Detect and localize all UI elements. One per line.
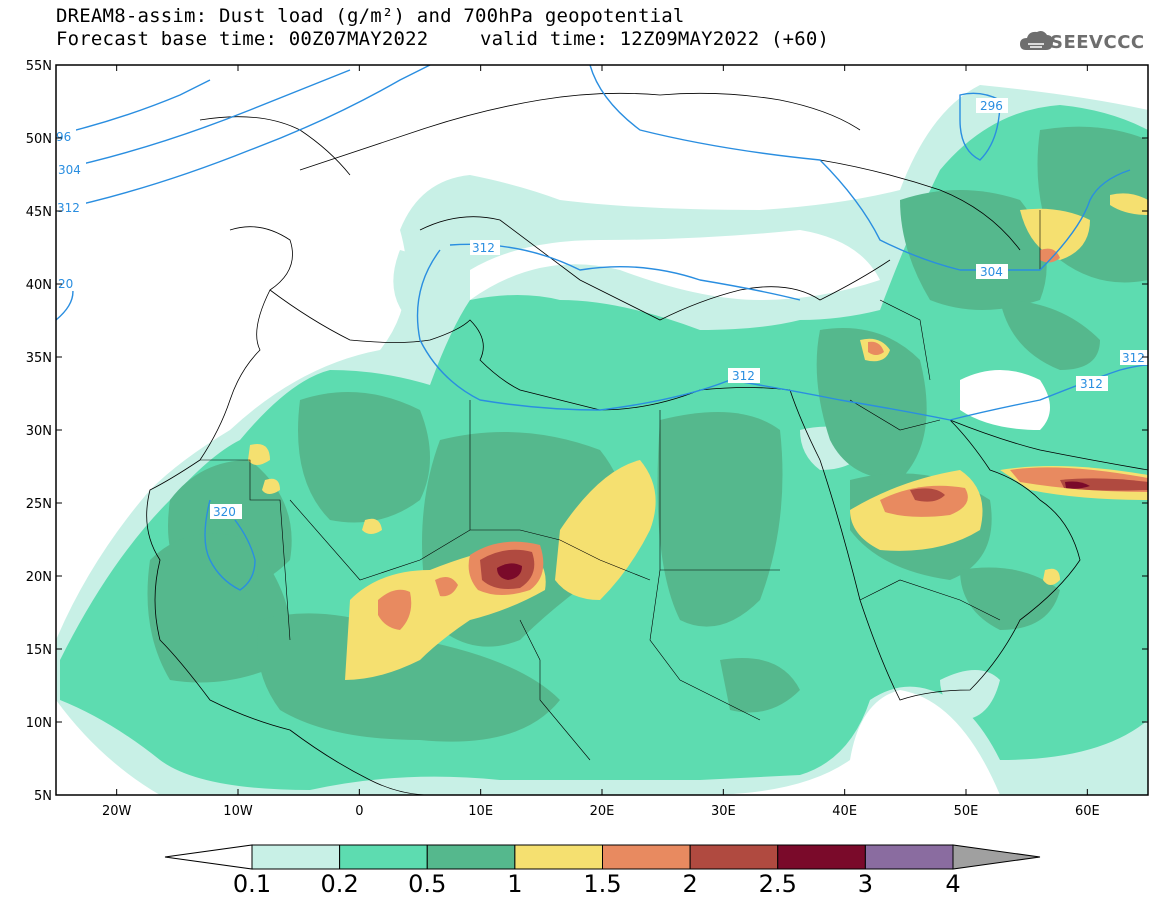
lat-label: 35N [26,351,52,366]
lon-label: 10E [468,804,493,819]
lon-label: 40E [832,804,857,819]
country-borders [200,210,1041,761]
forecast-base-time: Forecast base time: 00Z07MAY2022 [56,28,429,50]
axis-ticks [56,64,1148,796]
contour-label-312-italy: 312 [472,241,495,255]
contour-labels: 296 96 304 312 20 312 304 312 312 312 32… [56,98,1148,519]
cloud-icon [1020,31,1053,50]
colorbar-box [514,844,603,870]
lat-label: 25N [26,497,52,512]
contour-label-320: 320 [213,505,236,519]
colorbar-box [339,844,428,870]
contour-label-96: 96 [56,130,71,144]
lon-label: 30E [711,804,736,819]
lon-label: 60E [1075,804,1100,819]
colorbar-tick-label: 1.5 [583,870,622,898]
lat-label: 30N [26,424,52,439]
longitude-labels: 20W 10W 0 10E 20E 30E 40E 50E 60E [102,804,1100,819]
valid-time: valid time: 12Z09MAY2022 (+60) [480,28,830,50]
lat-label: 45N [26,205,52,220]
geopotential-contours [56,65,1148,591]
lat-label: 55N [26,59,52,74]
colorbar-box [251,844,341,870]
contour-label-20: 20 [58,277,73,291]
lon-label: 20E [590,804,615,819]
contour-label-312-iran: 312 [1080,377,1103,391]
colorbar-right-arrow [952,844,1041,870]
contour-label-312-east: 312 [1122,351,1145,365]
colorbar [164,844,1041,870]
contour-label-312-egypt: 312 [732,369,755,383]
colorbar-tick-label: 0.1 [232,870,272,898]
lat-label: 10N [26,716,52,731]
colorbar-tick-label: 0.2 [320,870,359,898]
lat-label: 5N [34,789,52,804]
colorbar-box [777,844,866,870]
lat-label: 20N [26,570,52,585]
contour-label-296: 296 [980,99,1003,113]
lon-label: 10W [223,804,253,819]
colorbar-tick-label: 1 [507,870,523,898]
contour-label-304-east: 304 [980,265,1003,279]
logo-text: SEEVCCC [1050,32,1145,53]
contour-label-304-west: 304 [58,163,81,177]
colorbar-tick-label: 2 [682,870,698,898]
lon-label: 0 [355,804,363,819]
colorbar-left-arrow [164,844,253,870]
colorbar-tick-label: 0.5 [408,870,447,898]
map-title: DREAM8-assim: Dust load (g/m²) and 700hP… [56,5,685,27]
colorbar-box [689,844,779,870]
colorbar-tick-label: 3 [857,870,874,898]
lon-label: 50E [954,804,979,819]
colorbar-box [426,844,516,870]
lat-label: 15N [26,643,52,658]
lat-label: 50N [26,132,52,147]
colorbar-tick-label: 2.5 [758,870,797,898]
colorbar-box [864,844,954,870]
latitude-labels: 55N 50N 45N 40N 35N 30N 25N 20N 15N 10N 5N [26,59,52,804]
lat-label: 40N [26,278,52,293]
contour-label-312-west: 312 [57,201,80,215]
lon-label: 20W [102,804,132,819]
colorbar-tick-label: 4 [945,870,961,898]
colorbar-box [602,844,691,870]
dust-field: 296 96 304 312 20 312 304 312 312 312 32… [56,65,1148,795]
